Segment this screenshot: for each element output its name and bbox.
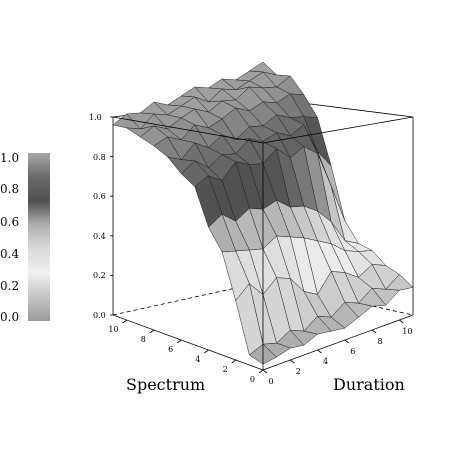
duration-tick-mark (399, 319, 404, 324)
spectrum-tick-label: 10 (108, 325, 118, 334)
spectrum-tick-mark (122, 319, 127, 324)
colorbar: 0.0 0.2 0.4 0.6 0.8 1.0 (0, 151, 50, 324)
box-front (112, 116, 414, 371)
spectrum-tick-label: 2 (223, 365, 228, 374)
duration-tick-label: 6 (350, 347, 355, 356)
duration-tick-label: 0 (268, 377, 273, 386)
spectrum-axis: 0 2 4 6 8 10 (108, 319, 264, 384)
z-tick-label: 1.0 (89, 113, 102, 122)
duration-tick-mark (344, 339, 350, 344)
duration-axis-label: Duration (333, 375, 405, 394)
colorbar-tick-label: 0.0 (0, 310, 19, 324)
spectrum-tick-label: 0 (250, 375, 255, 384)
box-edge (262, 314, 414, 371)
spectrum-tick-label: 8 (141, 335, 146, 344)
spectrum-tick-mark (204, 349, 209, 354)
duration-tick-label: 4 (323, 357, 328, 366)
spectrum-axis-label: Spectrum (126, 375, 205, 394)
duration-tick-label: 10 (402, 327, 412, 336)
colorbar-strip (28, 153, 50, 321)
duration-tick-mark (262, 369, 268, 374)
z-tick-label: 0.6 (93, 192, 106, 201)
duration-tick-mark (371, 329, 377, 334)
duration-tick-label: 8 (378, 337, 383, 346)
spectrum-tick-mark (176, 339, 182, 344)
spectrum-tick-mark (231, 359, 236, 364)
box-edge (112, 314, 264, 371)
duration-axis: 0 2 4 6 8 10 (262, 319, 412, 386)
surface (112, 61, 414, 365)
z-tick-label: 0.2 (93, 271, 106, 280)
duration-tick-label: 2 (296, 367, 301, 376)
duration-tick-mark (317, 349, 322, 354)
colorbar-tick-label: 0.8 (0, 182, 19, 196)
colorbar-tick-label: 0.6 (0, 215, 19, 229)
box-edge (112, 116, 264, 144)
z-tick-label: 0.8 (93, 153, 106, 162)
spectrum-tick-mark (258, 369, 264, 374)
duration-tick-mark (290, 359, 295, 364)
box-edge (262, 281, 414, 316)
colorbar-tick-label: 0.4 (0, 247, 19, 261)
z-tick-label: 0.0 (93, 311, 106, 320)
spectrum-tick-label: 6 (168, 345, 173, 354)
spectrum-tick-label: 4 (195, 355, 200, 364)
colorbar-tick-label: 1.0 (0, 151, 19, 165)
z-tick-label: 0.4 (93, 232, 106, 241)
spectrum-tick-mark (149, 329, 155, 334)
box-edge (262, 116, 414, 144)
colorbar-tick-label: 0.2 (0, 279, 19, 293)
z-axis: 0.0 0.2 0.4 0.6 0.8 1.0 (89, 113, 113, 320)
